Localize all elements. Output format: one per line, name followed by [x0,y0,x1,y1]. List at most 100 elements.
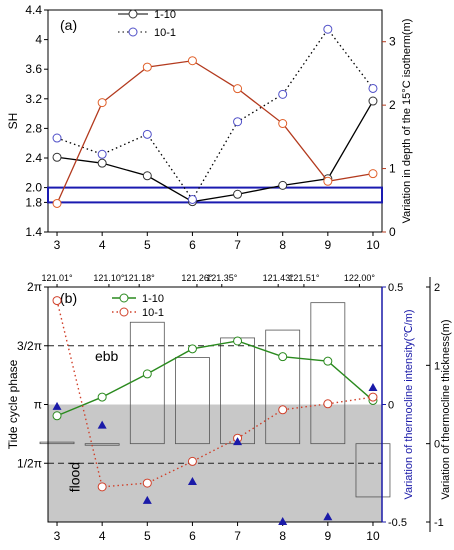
y-tick-label-b: 3/2π [17,339,42,353]
y2-tick-label-a: 2 [389,98,396,112]
longitude-label: 121.35° [206,273,238,283]
annotation-flood: flood [67,462,83,492]
data-point-a [278,119,288,129]
legend-label-a: 1-10 [154,9,176,21]
longitude-label: 121.51° [288,273,320,283]
y-tick-label-a: 1.8 [25,195,42,209]
longitude-label: 121.43° [263,273,295,283]
data-point-a [233,189,243,199]
data-point-b [142,369,152,379]
x-tick-label-b: 7 [234,529,241,543]
data-point-a [97,149,107,159]
intensity-marker [97,420,107,429]
data-point-a [323,24,333,34]
data-point-a [97,158,107,168]
data-point-a [52,133,62,143]
data-point-b [52,411,62,421]
data-point-a [278,89,288,99]
longitude-label: 122.00° [344,273,376,283]
data-point-b [187,456,197,466]
data-point-b [97,392,107,402]
y-tick-label-a: 3.6 [25,62,42,76]
x-tick-label-a: 8 [279,238,286,252]
data-point-a [187,194,197,204]
y2-tick-label-b: 0 [388,400,394,412]
y2-tick-label-a: 0 [389,225,396,239]
intensity-marker [52,401,62,410]
x-tick-label-b: 6 [189,529,196,543]
longitude-label: 121.18° [124,273,156,283]
data-point-a [187,56,197,66]
data-point-a [52,198,62,208]
legend-label-b: 10-1 [142,307,164,319]
longitude-label: 121.01° [41,273,73,283]
y-tick-label-a: 2.8 [25,121,42,135]
data-point-b [52,296,62,306]
x-tick-label-b: 4 [99,529,106,543]
y-tick-label-b: 2π [27,280,42,294]
y2-tick-label-a: 1 [389,162,396,176]
data-point-b [187,344,197,354]
y-axis-title-a: SH [6,113,20,130]
y-tick-label-a: 4 [35,33,42,47]
legend-marker-a [128,9,138,19]
y-tick-label-b: 1/2π [17,456,42,470]
thickness-bar [175,357,210,445]
y2-tick-label-b: 0.5 [388,282,403,294]
legend-marker-b [119,307,129,317]
y2-axis-title-a: Variation in depth of the 15°C isotherm(… [401,19,413,224]
data-point-b [323,356,333,366]
y-tick-label-b: π [34,398,42,412]
y3-tick-label-b: 1 [434,360,440,372]
intensity-marker [278,517,288,525]
legend-label-a: 10-1 [154,27,176,39]
x-tick-label-a: 9 [324,238,331,252]
y3-axis-title-b: Variation of thermocline thickness(m) [440,319,452,499]
intensity-marker [142,495,152,504]
x-tick-label-b: 3 [54,529,61,543]
series-line-a-2 [56,60,374,204]
x-tick-label-a: 4 [99,238,106,252]
data-point-a [142,62,152,72]
series-line-a-0 [56,100,374,203]
plot-frame-a [47,9,383,233]
y-tick-label-a: 1.4 [25,225,42,239]
legend-marker-b [119,293,129,303]
series-line-a-1 [56,28,374,201]
thickness-bar [355,443,391,498]
y2-tick-label-a: 3 [389,35,396,49]
x-tick-label-b: 9 [324,529,331,543]
intensity-marker [233,437,243,446]
y2-axis-title-b: Variation of thermocline intensity(℃/m) [403,309,415,499]
panel-label-a: (a) [60,17,77,33]
y3-tick-label-b: -1 [434,517,444,529]
y3-tick-label-b: 0 [434,439,440,451]
data-point-a [278,180,288,190]
thickness-bar [84,443,120,446]
y-axis-title-b: Tide cycle phase [6,359,20,449]
data-point-a [142,129,152,139]
y-tick-label-a: 2.0 [25,181,42,195]
thickness-bar [310,302,346,445]
data-point-b [323,399,333,409]
panel-a: 3 4 5 6 7 8 9 10 1.4 1.82.0 2.4 2.8 3.2 3.6 4 4.4 0 1 2 3 SH… [6,3,413,252]
data-point-a [52,152,62,162]
x-tick-label-a: 10 [366,238,380,252]
panel-label-b: (b) [60,290,77,306]
intensity-marker [368,383,378,392]
longitude-label: 121.10° [93,273,125,283]
y-tick-label-a: 3.2 [25,92,42,106]
x-tick-label-a: 6 [189,238,196,252]
data-point-a [323,176,333,186]
x-tick-label-b: 5 [144,529,151,543]
series-line-b-0 [56,340,374,417]
data-point-b [142,478,152,488]
y-tick-label-a: 2.4 [25,151,42,165]
data-point-a [368,169,378,179]
data-point-a [368,83,378,93]
longitude-label: 121.26° [181,273,213,283]
y2-tick-label-b: -0.5 [388,517,407,529]
data-point-b [97,482,107,492]
highlight-band [47,186,383,204]
x-tick-label-a: 5 [144,238,151,252]
